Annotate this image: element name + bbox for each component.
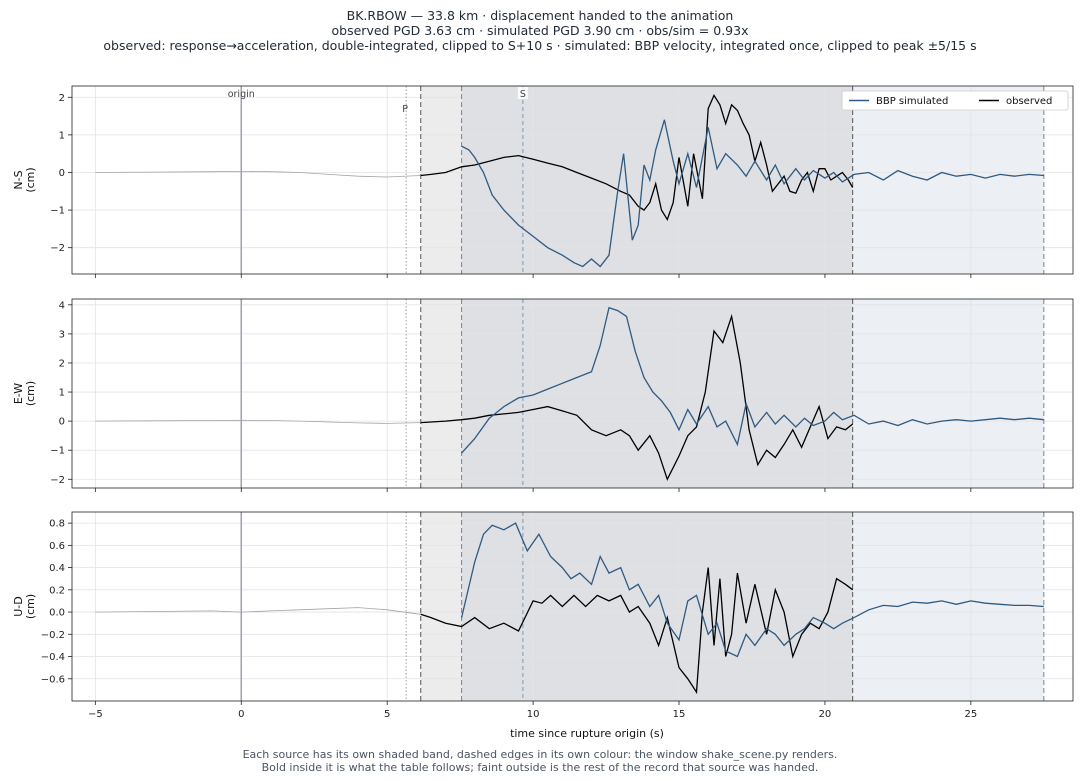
y-tick-label: −0.6 (41, 674, 65, 685)
simulated-window-band (852, 299, 1044, 488)
title-line-1: BK.RBOW — 33.8 km · displacement handed … (347, 8, 734, 23)
legend-observed-label: observed (1006, 96, 1052, 107)
observed-window-band (420, 512, 462, 701)
y-tick-label: −0.2 (41, 630, 65, 641)
y-tick-label: 1 (59, 388, 65, 399)
s-label: S (520, 89, 526, 100)
p-label: P (402, 104, 408, 115)
y-tick-label: 0.4 (49, 563, 65, 574)
y-tick-label: 3 (59, 329, 65, 340)
x-tick-label: 0 (238, 709, 244, 720)
y-tick-label: −2 (50, 475, 65, 486)
simulated-line (460, 522, 1044, 658)
overlap-window-band (461, 299, 853, 488)
simulated-line (461, 119, 1044, 268)
x-tick-label: 15 (673, 709, 686, 720)
observed-window-band (420, 299, 462, 488)
observed-faint-line (95, 170, 421, 178)
title-line-2: observed PGD 3.63 cm · simulated PGD 3.9… (332, 23, 749, 38)
observed-faint-line (95, 607, 421, 615)
axes-frame (71, 511, 1074, 702)
y-tick-label: −0.4 (41, 652, 65, 663)
overlap-window-band (461, 86, 853, 274)
axes-frame (71, 85, 1074, 275)
observed-window-band (420, 86, 462, 274)
origin-label: origin (228, 89, 255, 100)
y-tick-label: 0.0 (49, 608, 65, 619)
y-axis-label-line: (cm) (24, 594, 37, 619)
y-tick-label: 0.6 (49, 541, 65, 552)
panel-1: −2 −1 0 1 2 N-S(cm) origin P S BBP simulated obser… (12, 85, 1074, 278)
simulated-window-band (852, 512, 1044, 701)
y-tick-label: 2 (59, 358, 65, 369)
overlap-window-band (461, 512, 853, 701)
y-tick-label: 0 (59, 168, 65, 179)
y-tick-label: 0.2 (49, 585, 65, 596)
y-axis-label-line: (cm) (24, 167, 37, 192)
observed-line (420, 567, 854, 695)
s-label-bg (517, 87, 528, 99)
x-tick-label: 25 (964, 709, 977, 720)
y-tick-label: 1 (59, 130, 65, 141)
y-tick-label: 0.8 (49, 519, 65, 530)
y-axis-label: E-W(cm) (12, 381, 37, 406)
observed-line (420, 94, 854, 222)
y-axis-label-line: U-D (12, 596, 25, 617)
legend-box (841, 90, 1069, 111)
y-axis-label: U-D(cm) (12, 594, 37, 619)
title-line-3: observed: response→acceleration, double-… (103, 38, 976, 53)
panel-3: −0.6 −0.4 −0.2 0.0 0.2 0.4 0.6 0.8 −5 0 5 10 15 20 25 U… (12, 511, 1074, 720)
legend-simulated-label: BBP simulated (876, 96, 948, 107)
axes-frame (71, 298, 1074, 489)
y-axis-label-line: N-S (12, 170, 25, 189)
legend: BBP simulated observed (841, 90, 1069, 111)
y-tick-label: −1 (50, 446, 65, 457)
x-tick-label: 10 (527, 709, 540, 720)
x-tick-label: 20 (819, 709, 832, 720)
y-axis-label-line: (cm) (24, 381, 37, 406)
y-tick-label: 0 (59, 417, 65, 428)
x-axis-label: time since rupture origin (s) (510, 727, 664, 740)
y-tick-label: −2 (50, 243, 65, 254)
y-tick-label: 2 (59, 93, 65, 104)
y-tick-label: −1 (50, 206, 65, 217)
footer-line-1: Each source has its own shaded band, das… (243, 748, 838, 761)
y-tick-label: 4 (59, 300, 65, 311)
simulated-window-band (852, 86, 1044, 274)
y-axis-label-line: E-W (12, 383, 25, 404)
x-tick-label: 5 (384, 709, 390, 720)
x-tick-label: −5 (88, 709, 103, 720)
observed-faint-line (95, 419, 421, 424)
footer-line-2: Bold inside it is what the table follows… (262, 761, 819, 774)
observed-line (420, 313, 854, 481)
panel-2: −2 −1 0 1 2 3 4 E-W(cm) (12, 298, 1074, 492)
y-axis-label: N-S(cm) (12, 167, 37, 192)
simulated-line (461, 306, 1044, 454)
